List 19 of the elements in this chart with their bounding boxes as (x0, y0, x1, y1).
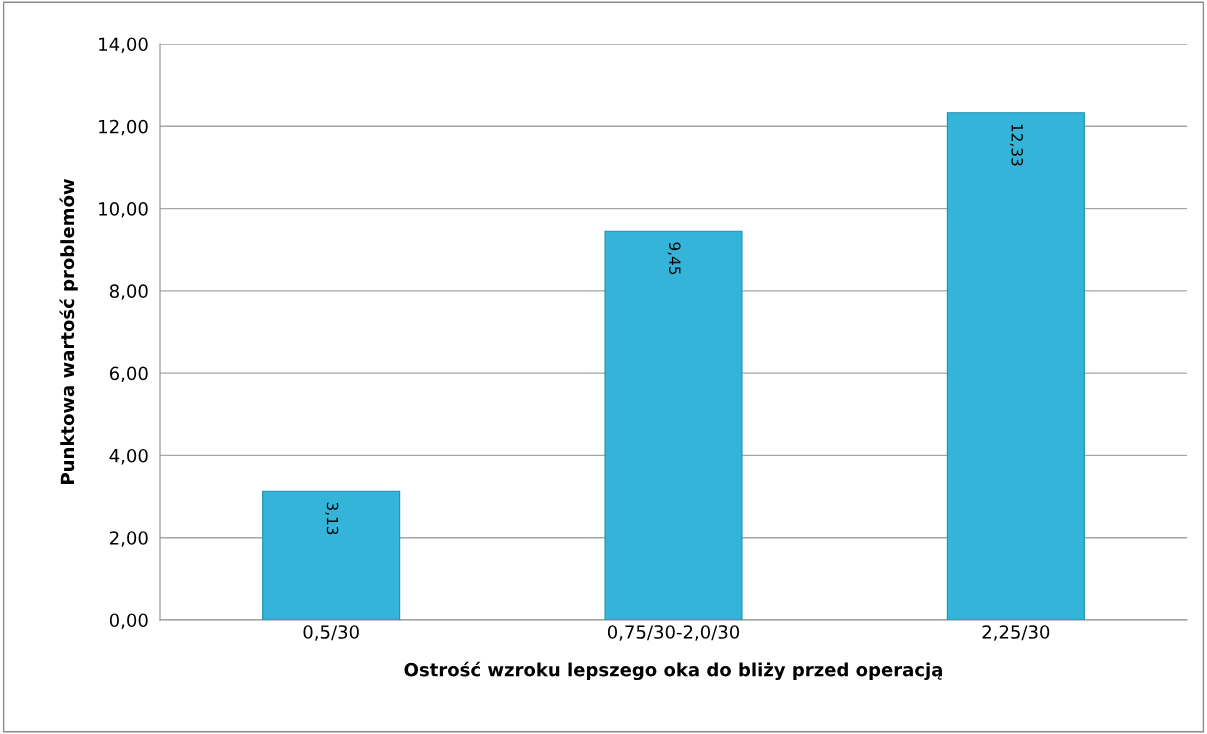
y-tick-label: 12,00 (99, 119, 148, 136)
x-tick-label: 0,75/30-2,0/30 (607, 625, 740, 641)
y-tick-label: 8,00 (109, 284, 148, 300)
data-label: 9,45 (667, 242, 681, 275)
y-tick-label: 10,00 (99, 202, 148, 218)
bar (946, 112, 1085, 620)
x-tick-label: 0,5/30 (303, 625, 359, 641)
bar (262, 490, 401, 620)
y-tick-label: 14,00 (99, 37, 148, 53)
y-tick-label: 6,00 (109, 366, 148, 383)
y-tick-label: 0,00 (109, 613, 148, 629)
y-tick-label: 4,00 (109, 448, 148, 465)
bar (604, 230, 743, 620)
data-label: 12,33 (1009, 124, 1023, 166)
x-axis-title: Ostrość wzroku lepszego oka do bliży przed operacją (404, 661, 942, 681)
x-tick-label: 2,25/30 (982, 625, 1050, 641)
data-label: 3,13 (325, 502, 339, 535)
y-axis-title: Punktowa wartość problemów (59, 179, 78, 484)
y-tick-label: 2,00 (110, 531, 148, 547)
